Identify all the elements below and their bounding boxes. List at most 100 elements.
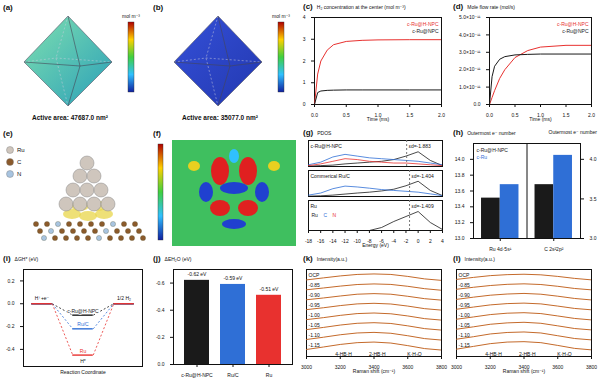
svg-text:(a): (a) (3, 3, 13, 12)
svg-text:-1.05: -1.05 (459, 322, 471, 328)
svg-text:13.2: 13.2 (455, 219, 465, 225)
svg-text:2.0: 2.0 (588, 112, 595, 118)
svg-text:Time (ms): Time (ms) (529, 116, 552, 122)
svg-text:Ru 4d⁷5s¹: Ru 4d⁷5s¹ (489, 246, 511, 252)
svg-text:5.0×10⁻¹¹: 5.0×10⁻¹¹ (459, 14, 481, 20)
svg-text:Ru: Ru (311, 203, 318, 209)
svg-text:0.2: 0.2 (8, 278, 15, 284)
svg-text:0.0: 0.0 (486, 112, 493, 118)
svg-text:0: 0 (417, 238, 420, 244)
svg-text:-1.10: -1.10 (309, 332, 321, 338)
svg-text:-0.4: -0.4 (156, 307, 165, 313)
svg-text:3600: 3600 (552, 364, 563, 370)
svg-text:Energy (eV): Energy (eV) (362, 242, 389, 248)
svg-text:c-Ru@H-NPC: c-Ru@H-NPC (311, 143, 343, 149)
svg-text:Ru: Ru (17, 147, 25, 153)
svg-text:13.8: 13.8 (455, 172, 465, 178)
svg-text:13.6: 13.6 (455, 188, 465, 194)
svg-text:N: N (17, 171, 21, 177)
svg-text:-0.95: -0.95 (309, 302, 321, 308)
svg-text:-0.95: -0.95 (459, 302, 471, 308)
svg-text:-0.62 eV: -0.62 eV (188, 271, 208, 277)
svg-text:C: C (17, 159, 22, 165)
svg-text:2: 2 (429, 238, 432, 244)
svg-text:4.0×10⁻¹¹: 4.0×10⁻¹¹ (459, 32, 481, 38)
svg-text:εd=-1.883: εd=-1.883 (409, 143, 431, 149)
svg-text:Active area: 47687.0 nm²: Active area: 47687.0 nm² (32, 114, 109, 121)
svg-text:-0.90: -0.90 (459, 292, 471, 298)
svg-text:2.0×10⁻¹¹: 2.0×10⁻¹¹ (459, 66, 481, 72)
svg-text:H⁺+e⁻: H⁺+e⁻ (35, 295, 50, 301)
svg-text:4-HB·H: 4-HB·H (335, 351, 352, 357)
svg-text:2: 2 (303, 58, 306, 64)
svg-text:Ru: Ru (312, 212, 319, 218)
svg-text:-0.4: -0.4 (6, 346, 15, 352)
svg-text:εd=-1.404: εd=-1.404 (412, 173, 434, 179)
svg-text:Ru/C: Ru/C (77, 321, 89, 327)
svg-text:0.5: 0.5 (343, 112, 350, 118)
svg-text:-0.6: -0.6 (156, 280, 165, 286)
svg-text:-0.59 eV: -0.59 eV (224, 275, 244, 281)
svg-text:Ru: Ru (80, 348, 87, 354)
svg-text:K·H₂O: K·H₂O (407, 351, 422, 357)
svg-text:-1.00: -1.00 (309, 312, 321, 318)
svg-text:c-Ru@H-NPC: c-Ru@H-NPC (67, 308, 99, 314)
svg-text:Raman shift (cm⁻¹): Raman shift (cm⁻¹) (353, 368, 396, 374)
svg-text:0.0: 0.0 (8, 300, 15, 306)
svg-text:c-Ru@H-NPC: c-Ru@H-NPC (407, 21, 439, 27)
svg-text:4: 4 (441, 238, 444, 244)
svg-text:-2: -2 (404, 238, 409, 244)
svg-text:(b): (b) (153, 3, 164, 12)
svg-text:4: 4 (303, 14, 306, 20)
svg-text:3800: 3800 (586, 364, 597, 370)
svg-text:-12: -12 (341, 238, 348, 244)
svg-text:Time (ms): Time (ms) (367, 116, 390, 122)
svg-text:Reaction Coordinate: Reaction Coordinate (60, 369, 106, 375)
svg-text:3.0: 3.0 (590, 235, 597, 241)
svg-text:c-Ru@H-NPC: c-Ru@H-NPC (477, 147, 509, 153)
svg-text:mol m⁻³: mol m⁻³ (122, 13, 140, 19)
svg-text:-0.85: -0.85 (309, 282, 321, 288)
svg-text:εd=-1.409: εd=-1.409 (412, 203, 434, 209)
svg-text:Commerical Ru/C: Commerical Ru/C (311, 173, 351, 179)
svg-text:K·H₂O: K·H₂O (557, 351, 572, 357)
svg-text:Ru: Ru (266, 372, 273, 378)
svg-text:0.0: 0.0 (158, 361, 165, 367)
svg-text:1.0×10⁻¹¹: 1.0×10⁻¹¹ (459, 84, 481, 90)
svg-text:C: C (324, 212, 328, 218)
svg-text:-18: -18 (305, 238, 312, 244)
svg-text:3000: 3000 (451, 364, 462, 370)
svg-text:c-Ru@H-NPC: c-Ru@H-NPC (181, 372, 213, 378)
svg-text:-1.15: -1.15 (309, 342, 321, 348)
svg-text:-0.51 eV: -0.51 eV (260, 286, 280, 292)
svg-text:3000: 3000 (301, 364, 312, 370)
svg-text:0.0: 0.0 (311, 112, 318, 118)
svg-text:3200: 3200 (335, 364, 346, 370)
svg-text:13.4: 13.4 (455, 203, 465, 209)
svg-text:3600: 3600 (402, 364, 413, 370)
svg-text:c-Ru@NPC: c-Ru@NPC (562, 28, 589, 34)
svg-text:(f): (f) (153, 129, 161, 138)
svg-text:1/2 H₂: 1/2 H₂ (117, 295, 131, 301)
svg-text:Active area: 35077.0 nm²: Active area: 35077.0 nm² (182, 114, 259, 121)
svg-text:13.0: 13.0 (455, 235, 465, 241)
svg-text:c-Ru: c-Ru (477, 154, 488, 160)
svg-text:3: 3 (303, 36, 306, 42)
svg-text:-14: -14 (329, 238, 336, 244)
svg-text:3200: 3200 (485, 364, 496, 370)
svg-text:-4: -4 (392, 238, 397, 244)
svg-text:Raman shift (cm⁻¹): Raman shift (cm⁻¹) (503, 368, 546, 374)
svg-text:Ru/C: Ru/C (227, 372, 239, 378)
svg-text:(e): (e) (3, 129, 13, 138)
svg-text:-0.90: -0.90 (309, 292, 321, 298)
svg-text:-1.05: -1.05 (309, 322, 321, 328)
svg-text:-0.2: -0.2 (156, 334, 165, 340)
svg-text:-1.00: -1.00 (459, 312, 471, 318)
svg-text:2-HB·H: 2-HB·H (519, 351, 536, 357)
svg-text:-1.15: -1.15 (459, 342, 471, 348)
svg-text:-16: -16 (317, 238, 324, 244)
svg-text:c-Ru@NPC: c-Ru@NPC (412, 28, 439, 34)
svg-text:14.0: 14.0 (455, 156, 465, 162)
svg-text:-10: -10 (354, 238, 361, 244)
svg-text:1.5: 1.5 (406, 112, 413, 118)
